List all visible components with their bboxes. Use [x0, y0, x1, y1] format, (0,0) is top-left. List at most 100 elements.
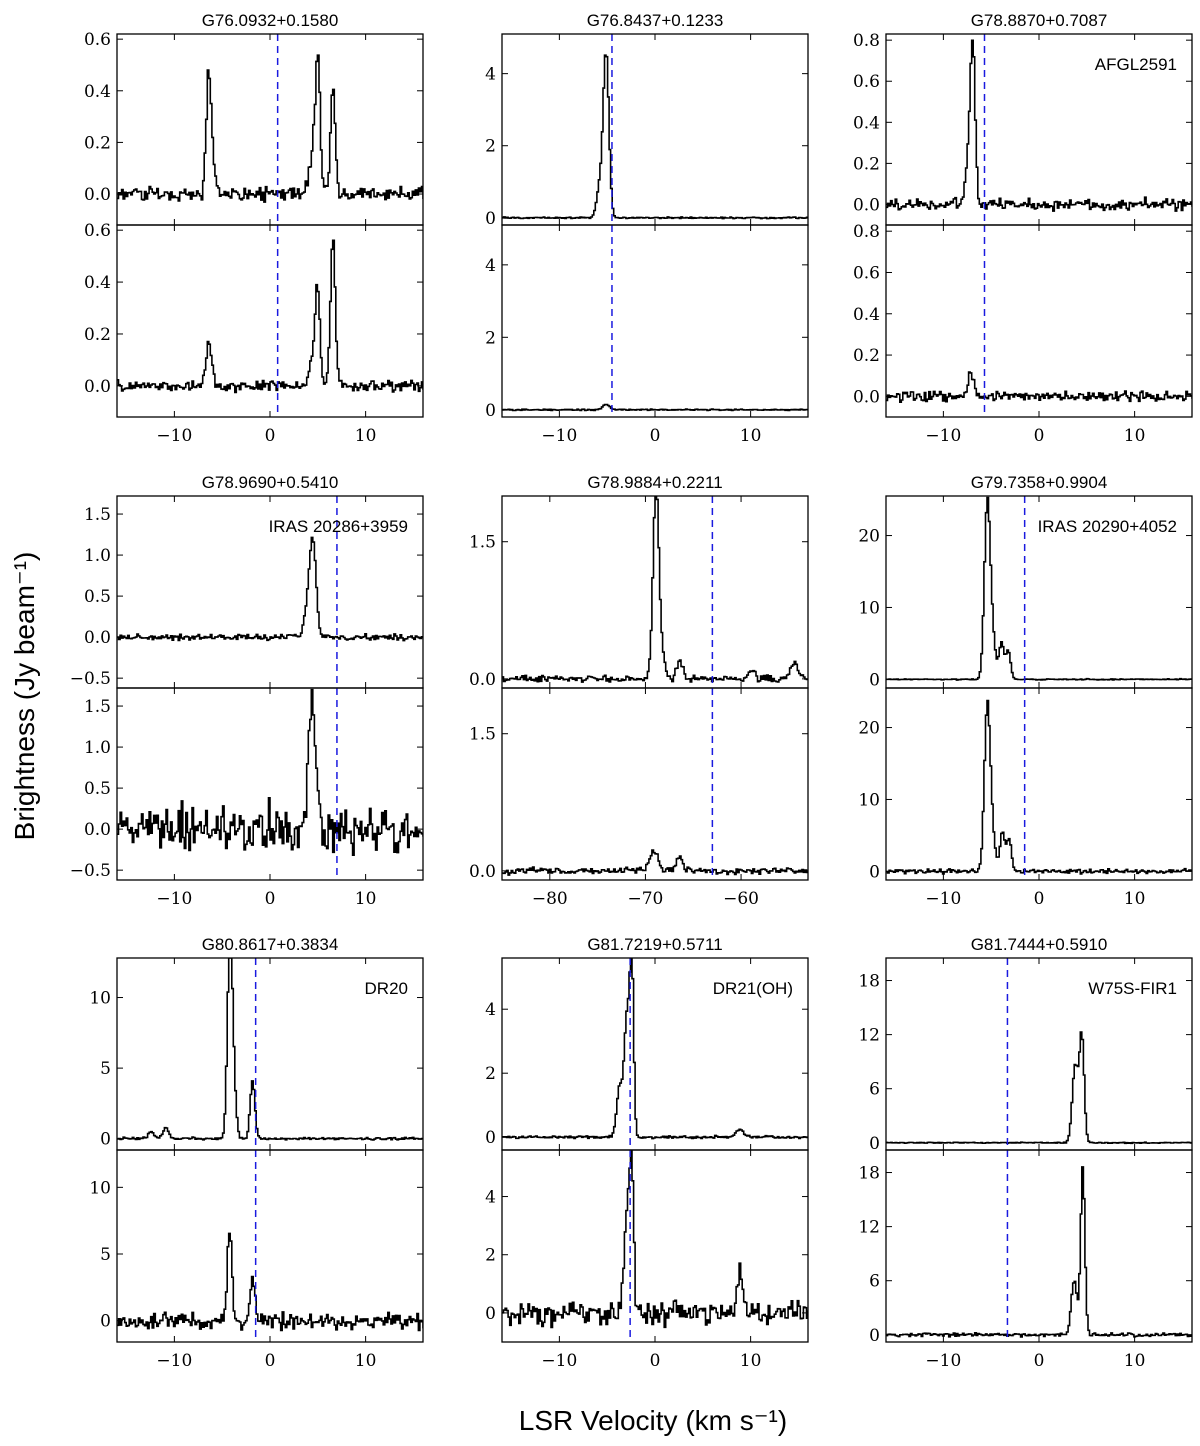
subplot-frame — [501, 495, 809, 689]
x-tick-label: 0 — [1034, 1351, 1045, 1371]
x-tick-label: 10 — [1124, 1351, 1146, 1371]
y-tick-label: 0 — [485, 401, 496, 421]
subplot-frame — [116, 1149, 424, 1343]
panel-title: G78.8870+0.7087 — [971, 11, 1108, 30]
source-label: DR20 — [365, 979, 408, 998]
spectrum-line — [502, 403, 808, 412]
panel-grid: G76.0932+0.1580 0.0 0.2 0.4 0.6 0.0 0.2 0.4 0.6 −… — [70, 11, 1193, 1371]
y-tick-label: 0.5 — [84, 779, 111, 799]
source-label: AFGL2591 — [1095, 55, 1177, 74]
spectrum-line — [886, 39, 1192, 212]
y-tick-label: 0 — [869, 670, 880, 690]
y-tick-label: 6 — [869, 1272, 880, 1292]
x-tick-label: 0 — [1034, 889, 1045, 909]
y-tick-label: 2 — [485, 1064, 496, 1084]
y-tick-label: 1.5 — [84, 697, 111, 717]
x-tick-label: −10 — [925, 889, 961, 909]
y-tick-label: −0.5 — [70, 861, 111, 881]
subplot-frame — [885, 687, 1193, 881]
y-tick-label: 0.4 — [84, 273, 111, 293]
y-tick-label: 0.4 — [853, 305, 880, 325]
spectrum-line — [502, 958, 808, 1140]
spectrum-panel: G76.0932+0.1580 0.0 0.2 0.4 0.6 0.0 0.2 0.4 0.6 −… — [84, 11, 424, 446]
x-tick-label: 0 — [650, 1351, 661, 1371]
y-tick-label: 0.6 — [84, 221, 111, 241]
y-tick-label: 0.2 — [853, 154, 880, 174]
y-tick-label: 20 — [858, 527, 880, 547]
y-axis-label: Brightness (Jy beam⁻¹) — [9, 552, 40, 841]
y-tick-label: 0.0 — [469, 862, 496, 882]
panel-title: G78.9884+0.2211 — [587, 473, 722, 492]
x-tick-label: 10 — [740, 1351, 762, 1371]
spectrum-panel: G80.8617+0.3834 0 5 10 0 5 10 −10 0 10 DR20 — [89, 935, 424, 1371]
y-tick-label: 4 — [485, 256, 496, 276]
x-tick-label: −10 — [925, 426, 961, 446]
y-tick-label: 0 — [485, 1304, 496, 1324]
x-tick-label: 10 — [355, 889, 377, 909]
y-tick-label: 0.2 — [853, 346, 880, 366]
y-tick-label: 1.0 — [84, 738, 111, 758]
y-tick-label: 20 — [858, 719, 880, 739]
x-tick-label: 10 — [740, 426, 762, 446]
y-tick-label: 10 — [89, 1178, 111, 1198]
y-tick-label: 1.5 — [469, 725, 496, 745]
spectrum-panel: G78.9884+0.2211 0.0 1.5 0.0 1.5 −80 −70 −60 — [469, 473, 809, 909]
subplot-frame — [501, 33, 809, 226]
spectrum-panel: G79.7358+0.9904 0 10 20 0 10 20 −10 0 10 IRAS 2029… — [858, 473, 1193, 909]
subplot-frame — [501, 687, 809, 881]
y-tick-label: 5 — [100, 1245, 111, 1265]
y-tick-label: 0 — [869, 862, 880, 882]
y-tick-label: 10 — [858, 598, 880, 618]
x-tick-label: 0 — [265, 1351, 276, 1371]
x-tick-label: −70 — [627, 889, 663, 909]
y-tick-label: 12 — [858, 1218, 880, 1238]
x-tick-label: 10 — [1124, 889, 1146, 909]
y-tick-label: 0 — [485, 209, 496, 229]
y-tick-label: 2 — [485, 328, 496, 348]
y-tick-label: 0.0 — [469, 670, 496, 690]
x-tick-label: −10 — [541, 1351, 577, 1371]
x-tick-label: 10 — [1124, 426, 1146, 446]
spectrum-panel: G81.7219+0.5711 0 2 4 0 2 4 −10 0 10 DR21(OH) — [485, 935, 809, 1371]
panel-title: G79.7358+0.9904 — [971, 473, 1108, 492]
x-tick-label: −10 — [541, 426, 577, 446]
y-tick-label: 0.6 — [853, 72, 880, 92]
y-tick-label: 0.0 — [853, 387, 880, 407]
x-tick-label: −10 — [156, 889, 192, 909]
spectrum-line — [117, 536, 423, 642]
spectrum-panel: G78.9690+0.5410 −0.5 0.0 0.5 1.0 1.5 −0.5 0.0 0.… — [70, 473, 424, 909]
spectrum-line — [886, 371, 1192, 403]
y-tick-label: 0 — [869, 1134, 880, 1154]
spectrum-line — [117, 688, 423, 856]
panel-title: G81.7444+0.5910 — [971, 935, 1108, 954]
y-tick-label: 0.6 — [84, 30, 111, 50]
source-label: IRAS 20286+3959 — [269, 517, 408, 536]
x-tick-label: 10 — [355, 1351, 377, 1371]
x-tick-label: 10 — [355, 426, 377, 446]
x-tick-label: 0 — [650, 426, 661, 446]
y-tick-label: 6 — [869, 1080, 880, 1100]
y-tick-label: −0.5 — [70, 669, 111, 689]
y-tick-label: 18 — [858, 972, 880, 992]
spectrum-panel: G76.8437+0.1233 0 2 4 0 2 4 −10 0 10 — [485, 11, 809, 446]
spectrum-line — [886, 1031, 1192, 1145]
subplot-frame — [501, 1149, 809, 1343]
spectrum-line — [117, 54, 423, 203]
y-tick-label: 0.0 — [84, 185, 111, 205]
y-tick-label: 2 — [485, 1246, 496, 1266]
panel-title: G76.0932+0.1580 — [202, 11, 339, 30]
spectrum-line — [502, 54, 808, 220]
source-label: IRAS 20290+4052 — [1038, 517, 1177, 536]
y-tick-label: 0.4 — [853, 113, 880, 133]
panel-title: G81.7219+0.5711 — [587, 935, 722, 954]
source-label: DR21(OH) — [713, 979, 793, 998]
spectrum-line — [117, 239, 423, 394]
y-tick-label: 1.5 — [84, 505, 111, 525]
subplot-frame — [885, 224, 1193, 418]
y-tick-label: 18 — [858, 1164, 880, 1184]
spectrum-line — [886, 496, 1192, 681]
spectrum-panel: G78.8870+0.7087 0.0 0.2 0.4 0.6 0.8 0.0 0.2 0.4 0… — [853, 11, 1193, 446]
y-tick-label: 4 — [485, 65, 496, 85]
y-tick-label: 0 — [869, 1326, 880, 1346]
